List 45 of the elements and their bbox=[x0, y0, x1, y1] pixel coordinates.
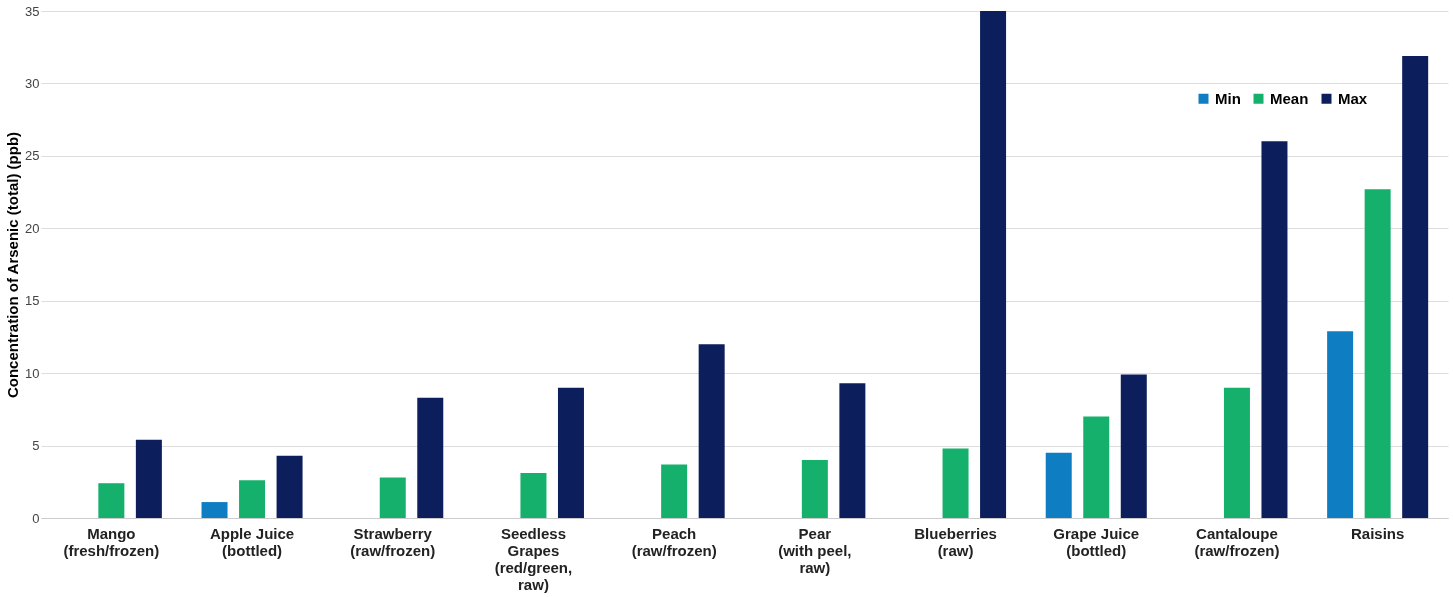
legend-label: Min bbox=[1215, 89, 1241, 107]
y-tick-label: 10 bbox=[25, 365, 40, 381]
bar bbox=[698, 344, 725, 518]
x-tick-label: Cantaloupe (raw/frozen) bbox=[1194, 524, 1280, 559]
legend-label: Max bbox=[1338, 89, 1368, 107]
y-tick-label: 5 bbox=[32, 438, 40, 454]
bar bbox=[1120, 374, 1147, 518]
y-tick-label: 0 bbox=[32, 510, 40, 526]
x-tick-label: Peach (raw/frozen) bbox=[631, 524, 717, 559]
bar bbox=[1261, 141, 1288, 518]
y-tick-label: 30 bbox=[25, 75, 40, 91]
bar bbox=[276, 455, 303, 518]
bar bbox=[1364, 189, 1391, 518]
bar bbox=[239, 480, 266, 518]
x-tick-label: Raisins bbox=[1350, 524, 1405, 542]
y-tick-label: 35 bbox=[25, 3, 40, 19]
x-tick-label: Apple Juice (bottled) bbox=[209, 524, 295, 559]
bar bbox=[557, 387, 584, 518]
y-tick-label: 20 bbox=[25, 220, 40, 236]
bar bbox=[1327, 331, 1354, 518]
x-tick-label: Mango (fresh/frozen) bbox=[63, 524, 160, 559]
y-tick-label: 15 bbox=[25, 293, 40, 309]
bar bbox=[379, 477, 406, 518]
y-axis-title: Concentration of Arsenic (total) (ppb) bbox=[4, 131, 22, 399]
bar bbox=[520, 473, 547, 518]
bar bbox=[1045, 452, 1072, 518]
y-tick-label: 25 bbox=[25, 148, 40, 164]
bar bbox=[1223, 387, 1250, 518]
bar bbox=[201, 502, 228, 518]
x-tick-label: Grape Juice (bottled) bbox=[1053, 524, 1140, 559]
bar bbox=[801, 460, 828, 518]
bar bbox=[1083, 416, 1110, 518]
bar bbox=[135, 439, 162, 518]
x-tick-label: Strawberry (raw/frozen) bbox=[350, 524, 436, 559]
bar bbox=[839, 383, 866, 518]
bar bbox=[1402, 55, 1429, 518]
x-tick-label: Seedless Grapes (red/green, raw) bbox=[494, 524, 573, 593]
x-tick-label: Blueberries (raw) bbox=[914, 524, 997, 559]
bar bbox=[98, 483, 125, 518]
bar bbox=[417, 397, 444, 518]
legend-label: Mean bbox=[1270, 89, 1309, 107]
bar bbox=[661, 464, 688, 518]
x-tick-label: Pear (with peel, raw) bbox=[778, 524, 852, 576]
bar bbox=[980, 11, 1007, 518]
bar bbox=[942, 448, 969, 518]
